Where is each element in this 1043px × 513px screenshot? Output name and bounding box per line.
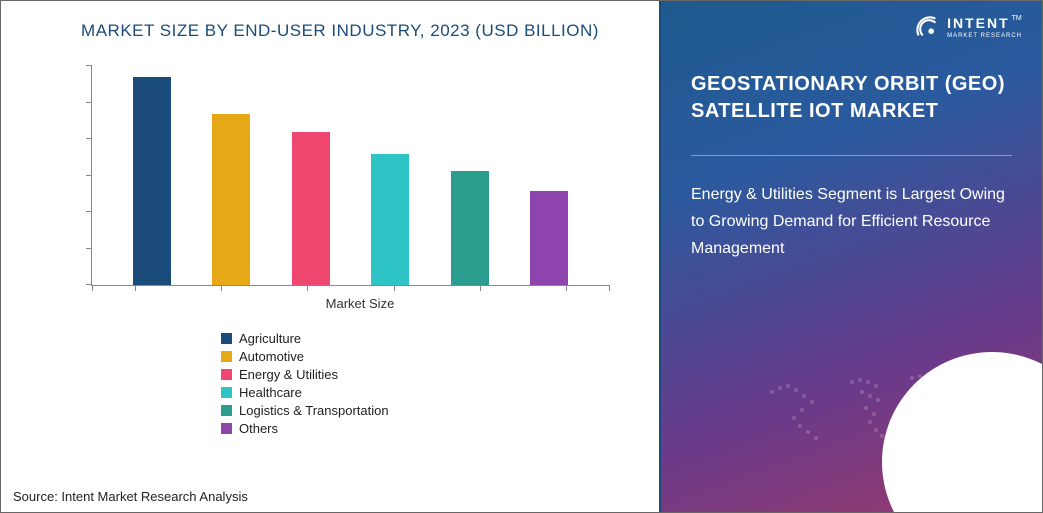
summary-divider (691, 155, 1012, 156)
legend-swatch (221, 387, 232, 398)
bar (292, 132, 330, 285)
legend-label: Automotive (239, 349, 304, 364)
y-tick (86, 248, 92, 249)
x-tick (307, 285, 308, 291)
bar-group (92, 66, 609, 285)
legend-swatch (221, 423, 232, 434)
summary-body: Energy & Utilities Segment is Largest Ow… (691, 181, 1012, 263)
bar (212, 114, 250, 285)
legend-label: Agriculture (239, 331, 301, 346)
chart-title: MARKET SIZE BY END-USER INDUSTRY, 2023 (… (51, 21, 629, 41)
bar (371, 154, 409, 285)
summary-panel: INTENTTM MARKET RESEARCH GEOSTATIONARY O… (661, 1, 1042, 512)
legend-label: Logistics & Transportation (239, 403, 389, 418)
legend-item: Automotive (221, 349, 629, 364)
y-tick (86, 211, 92, 212)
legend-swatch (221, 405, 232, 416)
y-tick (86, 175, 92, 176)
legend-swatch (221, 333, 232, 344)
legend-label: Others (239, 421, 278, 436)
summary-title: GEOSTATIONARY ORBIT (GEO) SATELLITE IOT … (691, 71, 1012, 125)
x-tick (135, 285, 136, 291)
legend-swatch (221, 351, 232, 362)
x-tick (566, 285, 567, 291)
x-tick (480, 285, 481, 291)
bar (133, 77, 171, 285)
source-attribution: Source: Intent Market Research Analysis (13, 489, 248, 504)
legend-item: Energy & Utilities (221, 367, 629, 382)
summary-content: GEOSTATIONARY ORBIT (GEO) SATELLITE IOT … (661, 1, 1042, 283)
legend-item: Others (221, 421, 629, 436)
legend-item: Logistics & Transportation (221, 403, 629, 418)
legend-swatch (221, 369, 232, 380)
x-tick (92, 285, 93, 291)
chart-plot-area (91, 66, 609, 286)
chart-legend: Agriculture Automotive Energy & Utilities H… (221, 331, 629, 436)
x-tick (609, 285, 610, 291)
x-tick (221, 285, 222, 291)
legend-item: Agriculture (221, 331, 629, 346)
infographic-container: MARKET SIZE BY END-USER INDUSTRY, 2023 (… (0, 0, 1043, 513)
legend-item: Healthcare (221, 385, 629, 400)
y-tick (86, 102, 92, 103)
legend-label: Energy & Utilities (239, 367, 338, 382)
bar (451, 171, 489, 285)
chart-panel: MARKET SIZE BY END-USER INDUSTRY, 2023 (… (1, 1, 661, 512)
x-tick (394, 285, 395, 291)
y-tick (86, 65, 92, 66)
legend-label: Healthcare (239, 385, 302, 400)
bar (530, 191, 568, 285)
y-tick (86, 138, 92, 139)
x-axis-label: Market Size (91, 296, 629, 311)
